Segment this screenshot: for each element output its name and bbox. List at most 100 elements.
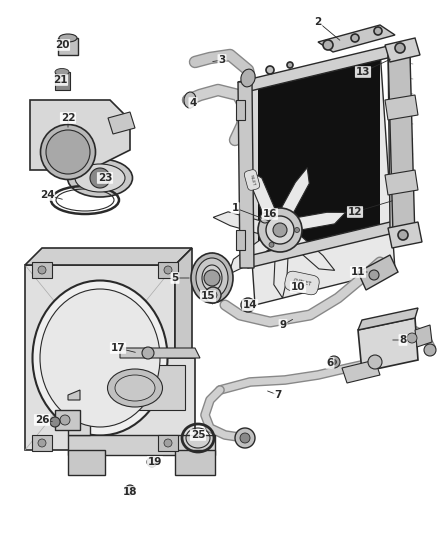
- Circle shape: [398, 230, 408, 240]
- Text: 13: 13: [356, 67, 370, 77]
- Polygon shape: [95, 365, 185, 410]
- Circle shape: [395, 43, 405, 53]
- Circle shape: [368, 355, 382, 369]
- Circle shape: [241, 298, 255, 312]
- Polygon shape: [213, 212, 260, 233]
- Text: 17: 17: [111, 343, 125, 353]
- Text: 15: 15: [201, 291, 215, 301]
- Polygon shape: [240, 222, 398, 268]
- Polygon shape: [385, 38, 420, 62]
- Ellipse shape: [184, 92, 196, 108]
- Polygon shape: [236, 100, 245, 120]
- Text: 19: 19: [148, 457, 162, 467]
- Polygon shape: [358, 308, 418, 330]
- Polygon shape: [342, 360, 380, 383]
- Ellipse shape: [46, 130, 90, 174]
- Ellipse shape: [40, 289, 160, 427]
- Polygon shape: [68, 390, 80, 400]
- Polygon shape: [274, 251, 288, 298]
- Circle shape: [273, 223, 287, 237]
- Polygon shape: [108, 112, 135, 134]
- Circle shape: [266, 66, 274, 74]
- Text: 5: 5: [171, 273, 179, 283]
- Polygon shape: [281, 168, 309, 213]
- Circle shape: [90, 168, 110, 188]
- Polygon shape: [248, 170, 275, 215]
- Text: 2: 2: [314, 17, 321, 27]
- Ellipse shape: [202, 265, 222, 291]
- Polygon shape: [236, 230, 245, 250]
- Polygon shape: [90, 358, 195, 445]
- Ellipse shape: [107, 369, 162, 407]
- Ellipse shape: [191, 253, 233, 303]
- Ellipse shape: [32, 280, 167, 435]
- Polygon shape: [415, 325, 432, 347]
- Circle shape: [269, 242, 274, 247]
- Polygon shape: [68, 435, 215, 455]
- Circle shape: [147, 457, 157, 467]
- Text: 18: 18: [123, 487, 137, 497]
- Ellipse shape: [241, 69, 255, 87]
- Polygon shape: [388, 222, 422, 248]
- Polygon shape: [175, 248, 192, 450]
- Polygon shape: [30, 100, 130, 170]
- Polygon shape: [358, 318, 418, 372]
- Circle shape: [125, 485, 135, 495]
- Text: 11: 11: [351, 267, 365, 277]
- Text: 10: 10: [291, 282, 305, 292]
- Polygon shape: [175, 450, 215, 475]
- Polygon shape: [240, 50, 395, 305]
- Polygon shape: [385, 95, 418, 120]
- Text: 14: 14: [243, 300, 257, 310]
- Circle shape: [332, 359, 336, 365]
- Polygon shape: [158, 435, 178, 451]
- Text: 25: 25: [191, 430, 205, 440]
- Text: 26: 26: [35, 415, 49, 425]
- Ellipse shape: [75, 164, 125, 192]
- Circle shape: [60, 415, 70, 425]
- Text: 24: 24: [40, 190, 54, 200]
- Circle shape: [287, 62, 293, 68]
- Polygon shape: [68, 450, 105, 475]
- Circle shape: [260, 213, 270, 223]
- Circle shape: [205, 287, 221, 303]
- Circle shape: [142, 347, 154, 359]
- Ellipse shape: [55, 69, 69, 76]
- Text: 12: 12: [348, 207, 362, 217]
- Text: 20: 20: [55, 40, 69, 50]
- Circle shape: [164, 266, 172, 274]
- Polygon shape: [25, 265, 175, 450]
- Polygon shape: [158, 262, 178, 278]
- Text: 23: 23: [98, 173, 112, 183]
- Circle shape: [294, 228, 300, 232]
- Text: 4: 4: [189, 98, 197, 108]
- Circle shape: [269, 213, 274, 218]
- Polygon shape: [32, 435, 52, 451]
- Ellipse shape: [40, 125, 95, 180]
- Circle shape: [164, 439, 172, 447]
- Text: 16: 16: [263, 209, 277, 219]
- Polygon shape: [385, 170, 418, 195]
- Ellipse shape: [67, 159, 133, 197]
- Circle shape: [424, 344, 436, 356]
- Circle shape: [407, 333, 417, 343]
- Circle shape: [258, 208, 302, 252]
- Circle shape: [240, 433, 250, 443]
- Polygon shape: [388, 50, 415, 240]
- Polygon shape: [388, 45, 412, 235]
- Circle shape: [369, 270, 379, 280]
- Polygon shape: [55, 410, 80, 430]
- Text: 8: 8: [399, 335, 406, 345]
- Circle shape: [209, 291, 217, 299]
- Polygon shape: [358, 255, 398, 290]
- Ellipse shape: [115, 375, 155, 401]
- Ellipse shape: [196, 258, 228, 298]
- Text: INLET: INLET: [249, 174, 255, 186]
- Text: 6: 6: [326, 358, 334, 368]
- Circle shape: [323, 40, 333, 50]
- Text: 1: 1: [231, 203, 239, 213]
- Circle shape: [38, 439, 46, 447]
- Text: OUTLET: OUTLET: [292, 279, 312, 287]
- Text: 7: 7: [274, 390, 282, 400]
- Text: 3: 3: [219, 55, 226, 65]
